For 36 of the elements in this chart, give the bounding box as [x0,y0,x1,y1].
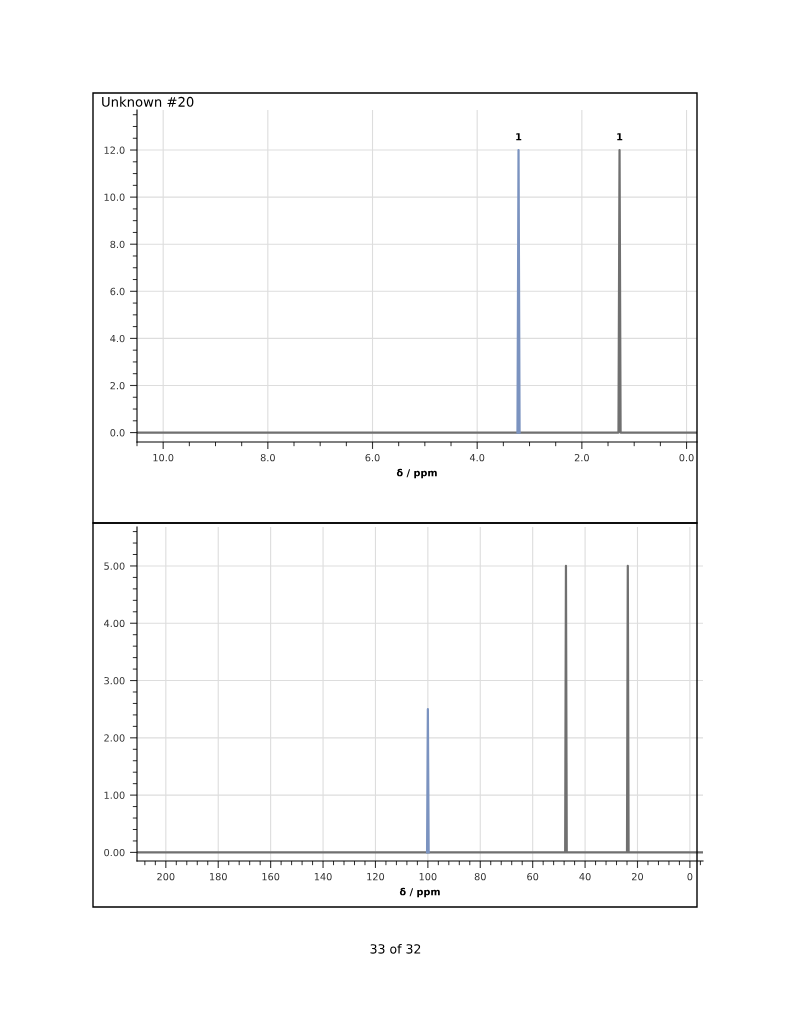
x-axis-title: δ / ppm [396,468,437,479]
text: 33 of 32 [370,943,421,954]
x-tick-label: 40 [579,872,591,881]
annotation: 1 [516,133,522,141]
x-tick-label: 2.0 [574,453,589,462]
x-tick-label: 160 [262,872,280,881]
annotation: 1 [617,133,623,141]
y-tick-label: 6.0 [110,287,125,296]
x-tick-label: 0 [687,872,693,881]
x-tick-label: 140 [314,872,332,881]
x-tick-label: 8.0 [260,453,275,462]
chart-title: Unknown #20 [102,96,194,107]
y-tick-label: 3.00 [104,677,125,685]
y-tick-label: 4.0 [110,334,125,343]
y-tick-label: 4.00 [104,619,125,628]
x-tick-label: 120 [367,872,385,881]
y-tick-label: 1.00 [104,791,125,799]
x-tick-label: 180 [210,872,227,881]
x-tick-label: 60 [527,872,539,881]
y-tick-label: 12.0 [104,146,125,154]
y-tick-label: 8.0 [110,240,125,249]
x-tick-label: 200 [157,872,175,881]
x-tick-label: 4.0 [469,453,485,462]
x-tick-label: 100 [419,872,437,881]
y-tick-label: 0.0 [110,429,125,437]
y-tick-label: 5.00 [104,562,125,570]
x-tick-label: 10.0 [153,453,174,462]
x-tick-label: 6.0 [365,453,380,462]
x-tick-label: 0.0 [679,453,694,462]
y-tick-label: 0.00 [104,848,125,857]
y-tick-label: 2.0 [110,381,125,390]
y-tick-label: 10.0 [104,193,125,201]
y-tick-label: 2.00 [104,734,125,742]
x-axis-title: δ / ppm [399,887,440,898]
x-tick-label: 80 [474,872,486,881]
x-tick-label: 20 [632,872,644,881]
